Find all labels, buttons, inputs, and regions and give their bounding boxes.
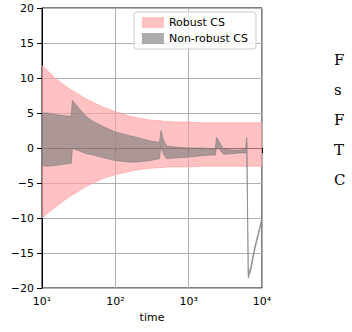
svg-text:−10: −10 (11, 212, 34, 225)
svg-text:10¹: 10¹ (33, 295, 51, 308)
svg-text:10: 10 (20, 72, 34, 85)
svg-text:−15: −15 (11, 247, 34, 260)
svg-text:20: 20 (20, 2, 34, 15)
svg-text:time: time (140, 311, 165, 324)
svg-text:T: T (334, 141, 344, 159)
svg-text:10⁴: 10⁴ (253, 295, 272, 308)
svg-text:s: s (334, 81, 342, 99)
svg-text:5: 5 (27, 107, 34, 120)
svg-text:F: F (334, 111, 344, 129)
svg-text:F: F (334, 51, 344, 69)
svg-text:−20: −20 (11, 282, 34, 295)
svg-text:10³: 10³ (179, 295, 197, 308)
svg-text:C: C (334, 171, 345, 189)
svg-text:Non-robust CS: Non-robust CS (169, 32, 248, 45)
svg-text:Robust CS: Robust CS (169, 16, 225, 29)
svg-text:0: 0 (27, 142, 34, 155)
svg-text:10²: 10² (106, 295, 124, 308)
svg-text:15: 15 (20, 37, 34, 50)
svg-text:−5: −5 (18, 177, 34, 190)
